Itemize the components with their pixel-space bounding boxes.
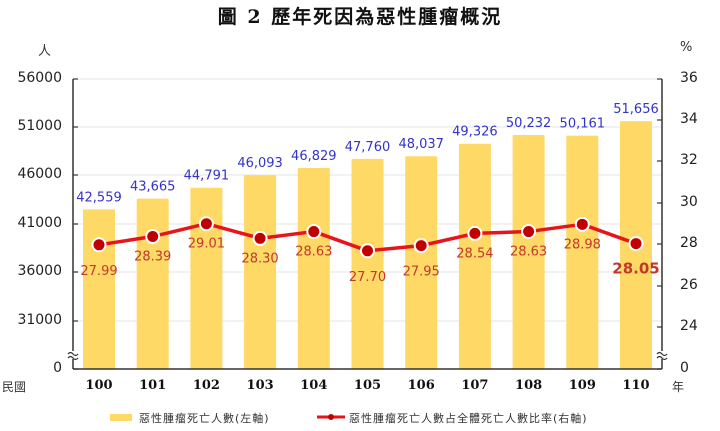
bar	[566, 135, 599, 369]
line-marker	[145, 229, 161, 245]
bar-value-label: 46,829	[291, 149, 337, 164]
bar	[512, 134, 545, 369]
line-marker	[521, 224, 537, 240]
line-value-label: 27.99	[80, 264, 117, 279]
bar	[190, 187, 223, 369]
x-tick-label: 105	[353, 378, 382, 393]
x-tick-label: 108	[515, 378, 543, 393]
bar	[244, 175, 277, 369]
line-marker	[628, 236, 644, 252]
bar	[351, 158, 384, 369]
line-value-label: 27.95	[403, 265, 440, 280]
right-tick-label: 0	[680, 360, 689, 376]
line-value-label: 28.30	[241, 251, 278, 266]
line-value-label: 28.98	[564, 237, 601, 252]
bar-value-label: 47,760	[345, 140, 391, 155]
bar-value-label: 46,093	[237, 156, 283, 171]
x-tick-label: 103	[246, 378, 274, 393]
x-axis-prefix: 民國	[2, 380, 27, 394]
bar-value-label: 51,656	[613, 102, 659, 117]
legend-bar-label: 惡性腫瘤死亡人數(左軸)	[139, 412, 270, 425]
left-tick-label: 41000	[17, 215, 62, 231]
line-value-label: 29.01	[188, 237, 225, 252]
bar-value-label: 44,791	[184, 169, 230, 184]
x-tick-label: 104	[300, 378, 328, 393]
right-tick-label: 34	[680, 111, 698, 127]
right-tick-label: 26	[680, 277, 698, 293]
bar-value-label: 50,161	[560, 117, 606, 132]
bar	[136, 198, 169, 369]
line-value-label: 28.05	[612, 260, 659, 278]
x-tick-label: 110	[622, 378, 650, 393]
line-value-label: 28.63	[295, 245, 332, 260]
right-tick-label: 32	[680, 152, 698, 168]
bar	[405, 156, 438, 369]
line-value-label: 28.54	[456, 246, 493, 261]
left-tick-label: 56000	[17, 70, 62, 86]
line-marker	[306, 224, 322, 240]
x-tick-label: 107	[461, 378, 489, 393]
left-tick-label: 46000	[17, 166, 62, 182]
line-marker	[91, 237, 107, 253]
line-marker	[198, 216, 214, 232]
x-tick-label: 101	[139, 378, 167, 393]
x-tick-label: 109	[568, 378, 596, 393]
line-value-label: 28.39	[134, 250, 171, 265]
x-tick-label: 100	[85, 378, 113, 393]
line-marker	[360, 243, 375, 259]
right-tick-label: 36	[680, 70, 698, 86]
bar	[297, 167, 330, 369]
left-tick-label: 0	[53, 360, 62, 376]
line-marker	[413, 238, 429, 254]
bar-value-label: 43,665	[130, 180, 176, 195]
legend-line-label: 惡性腫瘤死亡人數占全體死亡人數比率(右軸)	[349, 412, 588, 425]
bar-value-label: 48,037	[398, 137, 444, 152]
x-tick-label: 106	[407, 378, 435, 393]
left-tick-label: 31000	[17, 312, 62, 328]
line-value-label: 27.70	[349, 270, 386, 285]
bar-value-label: 49,326	[452, 125, 498, 140]
bar	[458, 143, 491, 369]
right-tick-label: 24	[680, 318, 698, 334]
bar-value-label: 42,559	[76, 190, 122, 205]
bar	[83, 209, 115, 369]
legend-bar-swatch	[110, 414, 132, 421]
x-tick-label: 102	[192, 378, 220, 393]
right-tick-label: 30	[680, 194, 698, 210]
legend-line-swatch	[317, 414, 345, 420]
line-marker	[574, 216, 590, 232]
line-marker	[467, 225, 483, 241]
x-axis-suffix: 年	[672, 380, 685, 394]
left-axis-unit: 人	[38, 44, 52, 59]
left-tick-label: 51000	[17, 118, 62, 134]
chart-title: 圖 2 歷年死因為惡性腫瘤概況	[217, 6, 503, 28]
bar-value-label: 50,232	[506, 116, 552, 131]
right-tick-label: 28	[680, 235, 698, 251]
line-marker	[252, 230, 268, 246]
left-tick-label: 36000	[17, 263, 62, 279]
line-value-label: 28.63	[510, 245, 547, 260]
right-axis-unit: %	[680, 40, 693, 55]
